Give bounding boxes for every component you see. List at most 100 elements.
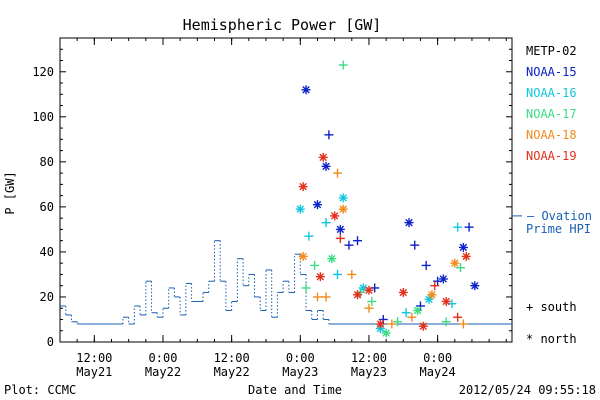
legend-noaa-16: NOAA-16 xyxy=(526,86,577,100)
north-point-noaa-19 xyxy=(364,285,374,295)
north-point-noaa-19 xyxy=(418,321,428,331)
south-point-noaa-15 xyxy=(378,314,388,324)
north-point-noaa-19 xyxy=(375,319,385,329)
legend-noaa-18: NOAA-18 xyxy=(526,128,577,142)
south-point-noaa-16 xyxy=(401,308,411,318)
north-point-noaa-18 xyxy=(298,251,308,261)
x-tick-label-date: May21 xyxy=(76,365,112,379)
south-point-noaa-18 xyxy=(458,319,468,329)
south-point-noaa-19 xyxy=(430,281,440,291)
south-point-noaa-16 xyxy=(332,269,342,279)
timestamp-label: 2012/05/24 09:55:18 xyxy=(459,383,596,397)
south-point-noaa-17 xyxy=(367,296,377,306)
y-tick-label: 0 xyxy=(47,335,54,349)
north-point-noaa-19 xyxy=(398,287,408,297)
x-tick-label-date: May23 xyxy=(282,365,318,379)
y-axis-label: P [GW] xyxy=(3,171,17,214)
x-tick-label-date: May22 xyxy=(214,365,250,379)
north-point-noaa-19 xyxy=(353,290,363,300)
ovation-label-line2: Prime HPI xyxy=(526,222,591,236)
plot-source-label: Plot: CCMC xyxy=(4,383,76,397)
south-point-noaa-17 xyxy=(441,317,451,327)
legend: METP-02 NOAA-15 NOAA-16 NOAA-17 NOAA-18 NOAA-… xyxy=(526,44,577,163)
south-point-noaa-15 xyxy=(464,222,474,232)
south-point-noaa-17 xyxy=(393,317,403,327)
y-tick-label: 80 xyxy=(40,155,54,169)
ovation-label-line1: — Ovation xyxy=(527,209,592,223)
south-point-noaa-18 xyxy=(312,292,322,302)
x-tick-label-time: 0:00 xyxy=(149,351,178,365)
x-tick-label-time: 12:00 xyxy=(76,351,112,365)
north-point-noaa-15 xyxy=(438,274,448,284)
south-point-noaa-18 xyxy=(407,312,417,322)
north-point-noaa-17 xyxy=(413,305,423,315)
south-point-noaa-17 xyxy=(338,60,348,70)
south-point-noaa-18 xyxy=(332,168,342,178)
south-point-noaa-15 xyxy=(344,240,354,250)
x-tick-label-time: 0:00 xyxy=(286,351,315,365)
south-point-noaa-15 xyxy=(421,260,431,270)
y-tick-label: 40 xyxy=(40,245,54,259)
north-point-noaa-15 xyxy=(335,224,345,234)
south-point-noaa-15 xyxy=(415,301,425,311)
south-point-noaa-18 xyxy=(387,319,397,329)
x-tick-label-time: 12:00 xyxy=(214,351,250,365)
plot-frame xyxy=(59,37,513,343)
south-point-noaa-18 xyxy=(364,303,374,313)
north-point-noaa-16 xyxy=(295,204,305,214)
x-axis-label: Date and Time xyxy=(248,383,342,397)
south-point-noaa-19 xyxy=(335,233,345,243)
x-tick-label-time: 12:00 xyxy=(351,351,387,365)
north-point-noaa-15 xyxy=(404,218,414,228)
data-points xyxy=(295,60,480,338)
north-point-noaa-17 xyxy=(327,254,337,264)
x-tick-label-date: May24 xyxy=(420,365,456,379)
north-point-noaa-15 xyxy=(321,161,331,171)
legend-noaa-19: NOAA-19 xyxy=(526,149,577,163)
north-point-noaa-19 xyxy=(441,296,451,306)
y-tick-label: 20 xyxy=(40,290,54,304)
north-point-noaa-17 xyxy=(381,328,391,338)
south-point-noaa-16 xyxy=(453,222,463,232)
south-point-noaa-17 xyxy=(301,283,311,293)
north-point-noaa-19 xyxy=(330,211,340,221)
x-tick-label-date: May22 xyxy=(145,365,181,379)
south-point-noaa-16 xyxy=(304,231,314,241)
south-point-noaa-17 xyxy=(310,260,320,270)
north-point-noaa-18 xyxy=(450,258,460,268)
marker-legend-north: * north xyxy=(526,332,577,346)
north-point-noaa-18 xyxy=(338,204,348,214)
south-point-noaa-19 xyxy=(453,312,463,322)
south-point-noaa-18 xyxy=(347,269,357,279)
north-point-noaa-19 xyxy=(315,272,325,282)
legend-noaa-17: NOAA-17 xyxy=(526,107,577,121)
south-point-noaa-17 xyxy=(456,263,466,273)
south-point-noaa-15 xyxy=(353,236,363,246)
north-point-noaa-18 xyxy=(427,290,437,300)
y-tick-label: 120 xyxy=(32,65,54,79)
axes: 02040608010012012:00May210:00May2212:00M… xyxy=(32,37,513,379)
north-point-noaa-19 xyxy=(298,182,308,192)
south-point-noaa-15 xyxy=(324,130,334,140)
north-point-noaa-15 xyxy=(470,281,480,291)
south-point-noaa-18 xyxy=(321,292,331,302)
chart-title: Hemispheric Power [GW] xyxy=(183,16,382,34)
south-point-noaa-16 xyxy=(321,218,331,228)
north-point-noaa-15 xyxy=(301,85,311,95)
y-tick-label: 60 xyxy=(40,200,54,214)
north-point-noaa-19 xyxy=(318,152,328,162)
x-tick-label-time: 0:00 xyxy=(423,351,452,365)
y-tick-label: 100 xyxy=(32,110,54,124)
x-tick-label-date: May23 xyxy=(351,365,387,379)
marker-legend-south: + south xyxy=(526,300,577,314)
north-point-noaa-19 xyxy=(461,251,471,261)
legend-metp-02: METP-02 xyxy=(526,44,577,58)
ovation-hpi-line xyxy=(60,215,522,325)
legend-noaa-15: NOAA-15 xyxy=(526,65,577,79)
north-point-noaa-15 xyxy=(458,242,468,252)
north-point-noaa-16 xyxy=(338,193,348,203)
north-point-noaa-16 xyxy=(424,294,434,304)
south-point-noaa-15 xyxy=(410,240,420,250)
north-point-noaa-15 xyxy=(312,200,322,210)
